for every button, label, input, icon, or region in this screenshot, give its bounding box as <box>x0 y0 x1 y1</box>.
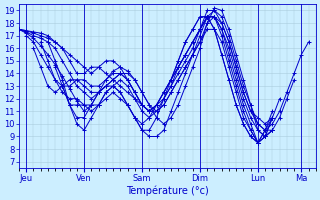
X-axis label: Température (°c): Température (°c) <box>126 185 209 196</box>
